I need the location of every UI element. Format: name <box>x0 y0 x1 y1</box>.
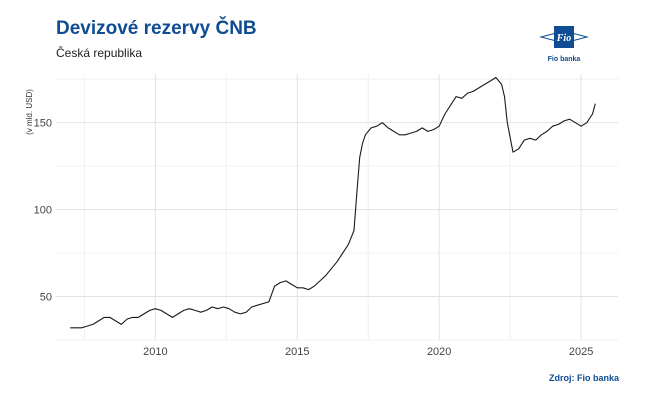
logo-caption: Fio banka <box>548 56 581 63</box>
y-tick-label: 150 <box>34 118 52 130</box>
fio-banka-logo: Fio Fio banka <box>537 20 591 66</box>
logo-flag <box>554 26 574 48</box>
chart-subtitle: Česká republika <box>56 46 143 60</box>
x-tick-label: 2025 <box>569 346 593 358</box>
logo-graphic: Fio Fio banka <box>539 26 589 63</box>
logo-text: Fio <box>556 33 571 44</box>
x-tick-label: 2020 <box>427 346 451 358</box>
y-axis-ticks: 50 100 150 <box>34 118 52 304</box>
grid-lines <box>56 74 618 341</box>
x-tick-label: 2015 <box>285 346 309 358</box>
x-axis-ticks: 2010 2015 2020 2025 <box>143 346 593 358</box>
x-tick-label: 2010 <box>143 346 167 358</box>
source-note: Zdroj: Fio banka <box>549 373 620 383</box>
y-axis-label: (v mld. USD) <box>25 89 34 135</box>
y-tick-label: 50 <box>40 292 52 304</box>
series-line-reserves <box>70 76 596 329</box>
chart-title: Devizové rezervy ČNB <box>56 18 257 39</box>
y-tick-label: 100 <box>34 205 52 217</box>
